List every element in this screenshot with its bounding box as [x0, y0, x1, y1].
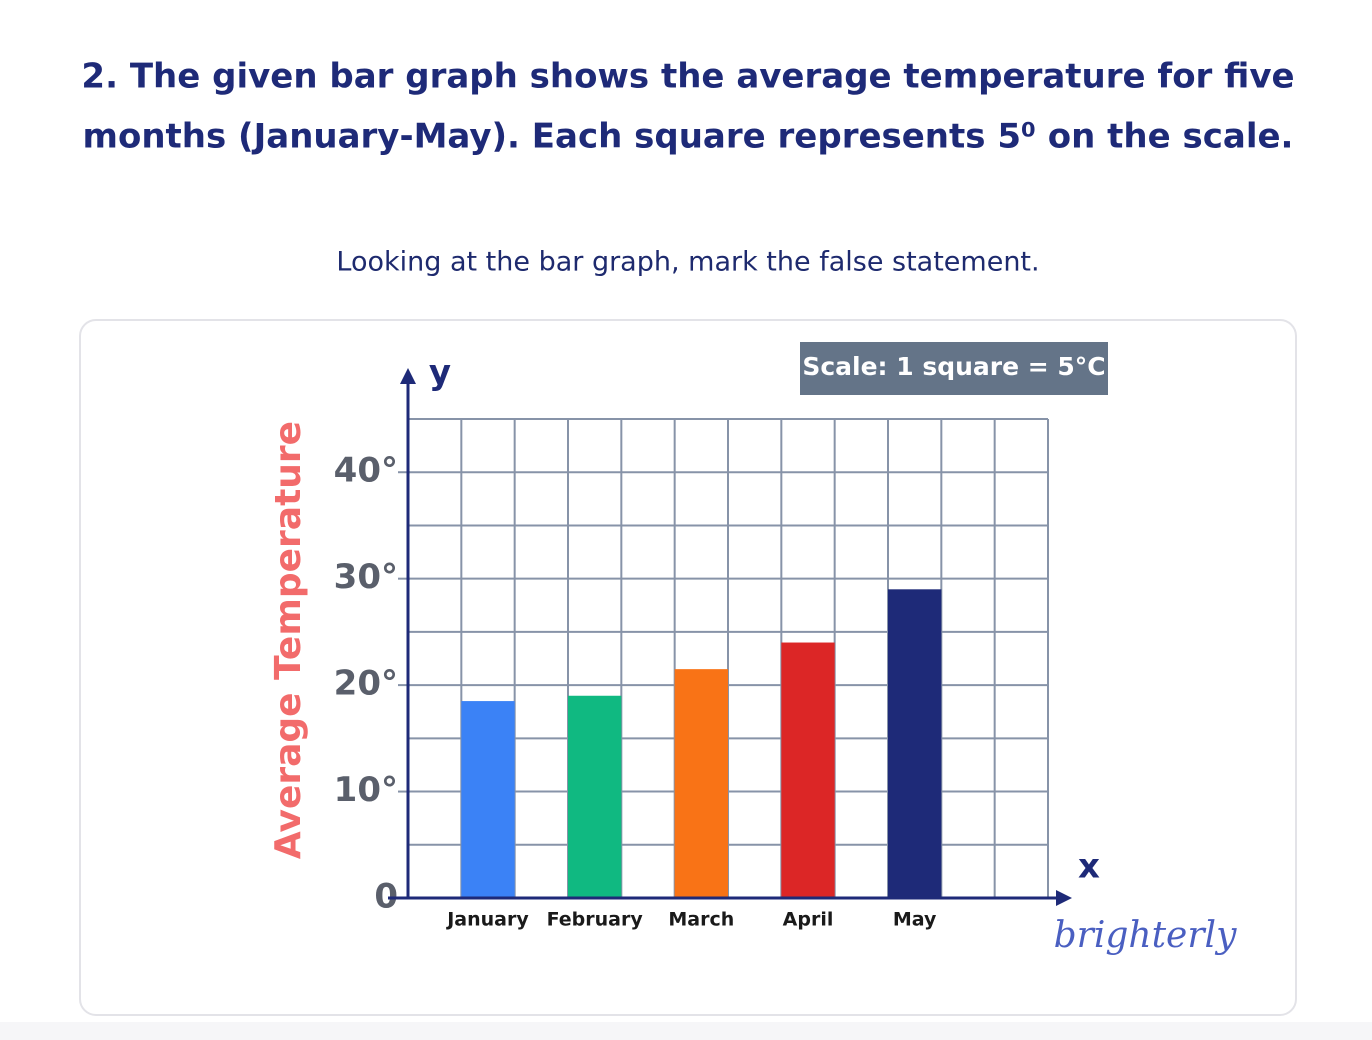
- x-tick-label: March: [668, 909, 734, 931]
- scale-note: Scale: 1 square = 5°C: [802, 352, 1105, 381]
- instruction: Looking at the bar graph, mark the false…: [336, 247, 1039, 278]
- bar: [674, 669, 728, 898]
- y-tick-label: 30°: [334, 557, 398, 597]
- y-axis-arrow: [400, 368, 416, 384]
- y-tick-label: 10°: [334, 770, 398, 810]
- bar: [461, 701, 515, 898]
- y-axis-label: Average Temperature: [268, 421, 309, 859]
- x-tick-label: February: [547, 909, 644, 931]
- x-tick-label: April: [783, 909, 834, 931]
- footer-band: [0, 1022, 1372, 1040]
- bar: [888, 589, 942, 898]
- bar: [781, 642, 835, 898]
- x-tick-label: May: [893, 909, 937, 931]
- question-line: 2. The given bar graph shows the average…: [81, 57, 1294, 97]
- x-axis-letter: x: [1078, 847, 1100, 887]
- y-tick-label: 0: [374, 877, 398, 917]
- x-axis-arrow: [1056, 890, 1072, 906]
- question-line: months (January-May). Each square repres…: [83, 117, 1294, 157]
- y-axis-letter: y: [429, 353, 451, 393]
- y-tick-label: 20°: [334, 664, 398, 704]
- bar: [568, 695, 622, 898]
- card: [79, 319, 1297, 1016]
- plot: 0 10° 20° 30° 40° January February March April Ma…: [334, 368, 1072, 931]
- y-tick-label: 40°: [334, 451, 398, 491]
- brand-logo: brighterly: [1054, 915, 1237, 956]
- x-tick-label: January: [445, 909, 529, 931]
- scale-box: [800, 342, 1108, 395]
